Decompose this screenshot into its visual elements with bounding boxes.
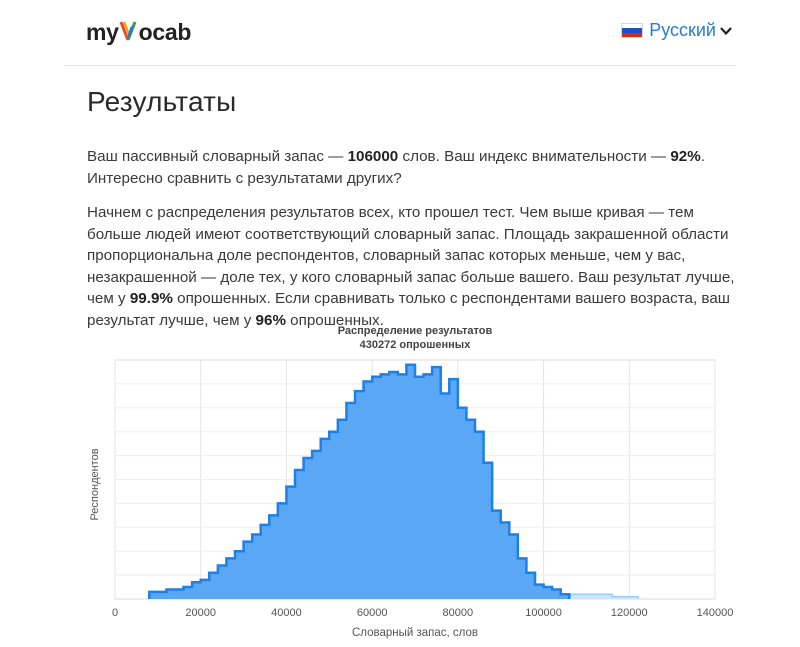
attention-index-value: 92% — [670, 148, 701, 165]
percentile-all-value: 99.9% — [129, 290, 173, 307]
logo[interactable]: my ocab — [86, 18, 191, 46]
y-axis-label: Респондентов — [89, 448, 101, 520]
explanation-text: опрошенных. Если сравнивать только с рес… — [87, 290, 730, 329]
explanation-paragraph: Начнем с распределения результатов всех,… — [87, 202, 747, 331]
distribution-chart: Распределение результатов 430272 опрошенн… — [60, 320, 780, 647]
unfilled-area — [569, 594, 638, 599]
x-tick-label: 100000 — [525, 607, 562, 619]
page-title: Результаты — [87, 86, 237, 117]
x-tick-label: 80000 — [443, 607, 474, 619]
logo-v-icon — [119, 21, 137, 41]
chevron-down-icon — [720, 26, 732, 35]
russia-flag-icon — [621, 23, 644, 38]
x-tick-label: 40000 — [271, 607, 302, 619]
chart-subtitle: 430272 опрошенных — [360, 339, 472, 351]
logo-text-suffix: ocab — [138, 19, 192, 45]
summary-text: . — [700, 148, 705, 165]
filled-area — [149, 364, 570, 599]
summary-paragraph: Ваш пассивный словарный запас — 106000 с… — [87, 146, 747, 189]
distribution-chart-svg: Распределение результатов 430272 опрошенн… — [89, 325, 734, 639]
language-label: Русский — [649, 20, 716, 40]
x-axis-label: Словарный запас, слов — [352, 627, 478, 639]
vocab-size-value: 106000 — [347, 148, 399, 165]
header: my ocab Русский — [64, 0, 736, 66]
language-selector[interactable]: Русский — [621, 20, 732, 41]
x-tick-label: 0 — [112, 607, 118, 619]
chart-title: Распределение результатов — [338, 325, 493, 337]
summary-question: Интересно сравнить с результатами других… — [87, 169, 402, 187]
x-tick-label: 120000 — [611, 607, 648, 619]
x-tick-label: 20000 — [185, 607, 216, 619]
unfilled-outline — [568, 593, 639, 599]
filled-outline — [148, 363, 571, 599]
explanation-text: опрошенных. — [285, 311, 384, 329]
logo-text-prefix: my — [86, 19, 119, 45]
summary-text: Ваш пассивный словарный запас — — [87, 148, 348, 165]
percentile-age-value: 96% — [255, 311, 286, 329]
explanation-text: Начнем с распределения результатов всех,… — [87, 204, 735, 307]
summary-text: слов. Ваш индекс внимательности — — [398, 148, 671, 165]
x-tick-label: 60000 — [357, 607, 388, 619]
x-tick-label: 140000 — [697, 607, 734, 619]
